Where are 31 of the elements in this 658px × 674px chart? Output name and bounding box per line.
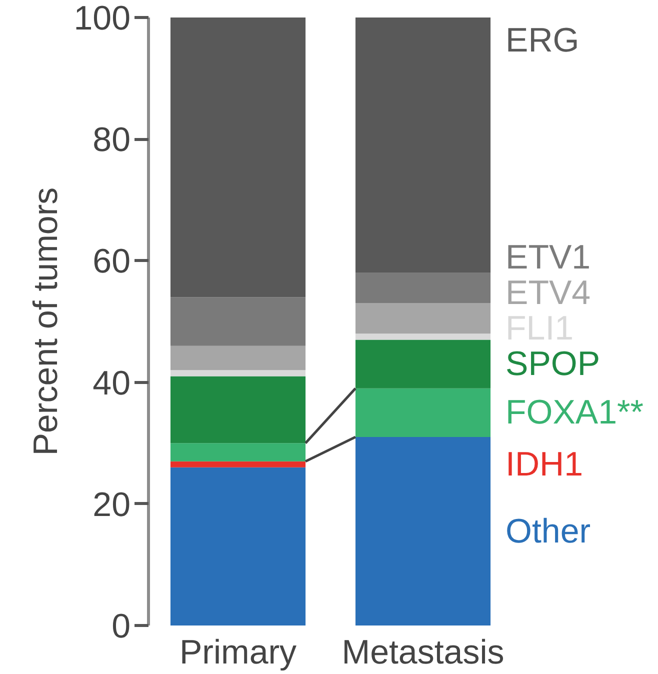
series-label: SPOP	[506, 345, 600, 384]
series-label: Other	[506, 512, 591, 550]
bar	[355, 272, 491, 304]
y-axis-title: Percent of tumors	[26, 187, 65, 456]
series-label: ETV4	[506, 274, 591, 312]
y-tick-label: 0	[112, 608, 131, 646]
bar	[355, 18, 491, 273]
bar	[355, 437, 491, 626]
bar	[355, 303, 491, 334]
y-tick-label: 100	[74, 0, 131, 38]
bar	[170, 297, 306, 346]
bar	[170, 443, 306, 462]
series-label: ERG	[506, 21, 580, 60]
series-label: ETV1	[506, 238, 591, 277]
bar	[170, 346, 306, 370]
bar	[170, 461, 306, 468]
x-tick-label: Primary	[179, 634, 297, 672]
bar	[170, 467, 306, 626]
y-tick-label: 80	[92, 121, 131, 160]
y-tick-label: 40	[92, 364, 131, 402]
bar	[170, 376, 306, 444]
bar	[355, 388, 491, 438]
y-tick-label: 20	[92, 486, 131, 524]
y-tick-label: 60	[92, 242, 131, 281]
bar	[355, 334, 491, 340]
bar	[355, 340, 491, 388]
series-label: FOXA1**	[506, 394, 644, 432]
bar	[170, 370, 306, 376]
bar	[170, 18, 306, 298]
text: IDH1	[506, 445, 583, 484]
x-tick-label: Metastasis	[342, 634, 504, 672]
